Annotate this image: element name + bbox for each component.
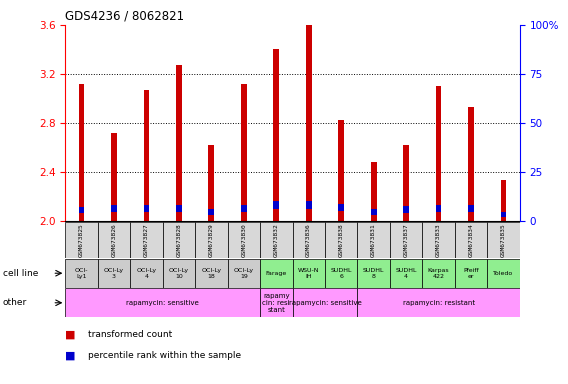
- Bar: [357, 222, 390, 258]
- Text: GSM673825: GSM673825: [79, 223, 84, 257]
- Text: GSM673837: GSM673837: [404, 223, 408, 257]
- Text: SUDHL
4: SUDHL 4: [395, 268, 417, 279]
- Bar: [293, 288, 357, 317]
- Bar: [500, 180, 507, 221]
- Bar: [455, 259, 487, 288]
- Bar: [65, 259, 98, 288]
- Bar: [306, 201, 312, 209]
- Bar: [423, 222, 455, 258]
- Bar: [403, 145, 409, 221]
- Text: SUDHL
6: SUDHL 6: [331, 268, 352, 279]
- Bar: [273, 50, 279, 221]
- Bar: [306, 25, 312, 221]
- Text: OCI-Ly
10: OCI-Ly 10: [169, 268, 189, 279]
- Text: other: other: [3, 298, 27, 307]
- Bar: [195, 259, 228, 288]
- Text: GSM673834: GSM673834: [469, 223, 474, 257]
- Bar: [390, 222, 423, 258]
- Text: GSM673831: GSM673831: [371, 223, 376, 257]
- Bar: [357, 259, 390, 288]
- Bar: [293, 259, 325, 288]
- Bar: [436, 86, 441, 221]
- Text: OCI-Ly
19: OCI-Ly 19: [234, 268, 254, 279]
- Bar: [339, 204, 344, 211]
- Bar: [241, 84, 247, 221]
- Bar: [162, 222, 195, 258]
- Text: percentile rank within the sample: percentile rank within the sample: [88, 351, 241, 360]
- Bar: [228, 222, 260, 258]
- Bar: [273, 201, 279, 209]
- Bar: [403, 206, 409, 214]
- Bar: [487, 259, 520, 288]
- Bar: [260, 259, 293, 288]
- Bar: [111, 133, 117, 221]
- Text: Farage: Farage: [266, 271, 287, 276]
- Bar: [455, 222, 487, 258]
- Bar: [293, 222, 325, 258]
- Text: GSM673838: GSM673838: [339, 223, 344, 257]
- Text: rapamycin: sensitive: rapamycin: sensitive: [289, 300, 361, 306]
- Text: OCI-Ly
18: OCI-Ly 18: [201, 268, 222, 279]
- Text: GSM673832: GSM673832: [274, 223, 279, 257]
- Bar: [487, 222, 520, 258]
- Text: ■: ■: [65, 329, 76, 339]
- Bar: [78, 84, 85, 221]
- Text: Toledo: Toledo: [494, 271, 513, 276]
- Text: GDS4236 / 8062821: GDS4236 / 8062821: [65, 9, 185, 22]
- Bar: [500, 212, 507, 217]
- Text: OCI-Ly
3: OCI-Ly 3: [104, 268, 124, 279]
- Bar: [371, 162, 377, 221]
- Text: GSM673833: GSM673833: [436, 223, 441, 257]
- Bar: [144, 205, 149, 212]
- Bar: [390, 259, 423, 288]
- Bar: [357, 288, 520, 317]
- Bar: [260, 222, 293, 258]
- Text: SUDHL
8: SUDHL 8: [363, 268, 385, 279]
- Bar: [208, 145, 214, 221]
- Text: transformed count: transformed count: [88, 330, 172, 339]
- Text: GSM673827: GSM673827: [144, 223, 149, 257]
- Bar: [325, 259, 357, 288]
- Text: Karpas
422: Karpas 422: [428, 268, 449, 279]
- Text: GSM673826: GSM673826: [111, 223, 116, 257]
- Bar: [436, 205, 441, 212]
- Text: ■: ■: [65, 351, 76, 361]
- Bar: [325, 222, 357, 258]
- Bar: [98, 222, 130, 258]
- Text: OCI-Ly
4: OCI-Ly 4: [136, 268, 157, 279]
- Bar: [65, 288, 260, 317]
- Bar: [241, 205, 247, 212]
- Text: cell line: cell line: [3, 269, 38, 278]
- Bar: [468, 107, 474, 221]
- Bar: [423, 259, 455, 288]
- Text: GSM673828: GSM673828: [177, 223, 181, 257]
- Bar: [260, 288, 293, 317]
- Bar: [162, 259, 195, 288]
- Bar: [78, 207, 85, 214]
- Text: rapamy
cin: resi
stant: rapamy cin: resi stant: [262, 293, 290, 313]
- Text: GSM673835: GSM673835: [501, 223, 506, 257]
- Bar: [111, 205, 117, 212]
- Text: GSM673830: GSM673830: [241, 223, 247, 257]
- Text: rapamycin: resistant: rapamycin: resistant: [403, 300, 475, 306]
- Text: rapamycin: sensitive: rapamycin: sensitive: [126, 300, 199, 306]
- Text: OCI-
Ly1: OCI- Ly1: [75, 268, 88, 279]
- Bar: [195, 222, 228, 258]
- Bar: [371, 209, 377, 215]
- Text: Pfeiff
er: Pfeiff er: [463, 268, 479, 279]
- Bar: [130, 222, 162, 258]
- Bar: [176, 205, 182, 212]
- Bar: [176, 65, 182, 221]
- Text: GSM673836: GSM673836: [306, 223, 311, 257]
- Bar: [130, 259, 162, 288]
- Bar: [339, 121, 344, 221]
- Bar: [98, 259, 130, 288]
- Bar: [228, 259, 260, 288]
- Bar: [144, 90, 149, 221]
- Bar: [208, 209, 214, 215]
- Text: WSU-N
IH: WSU-N IH: [298, 268, 319, 279]
- Bar: [468, 205, 474, 212]
- Bar: [65, 222, 98, 258]
- Text: GSM673829: GSM673829: [209, 223, 214, 257]
